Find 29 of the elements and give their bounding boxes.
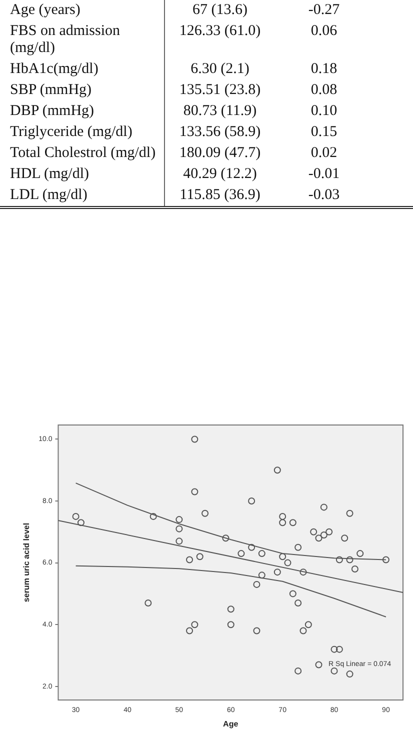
text: 0.10	[310, 102, 338, 121]
text: 0.06	[310, 22, 338, 41]
text: 0.02	[310, 144, 338, 163]
y-axis-title: serum uric acid level	[22, 522, 32, 602]
text: FBS on admission (mg/dl)	[0, 21, 164, 59]
text: -0.27	[307, 1, 341, 20]
text: Triglyceride (mg/dl)	[0, 122, 164, 143]
text: SBP (mmHg)	[0, 80, 164, 101]
text: 180.09 (47.7)	[178, 144, 262, 163]
x-axis-title: Age	[223, 719, 239, 728]
text: 80.73 (11.9)	[182, 102, 258, 121]
text: 135.51 (23.8)	[178, 81, 262, 100]
text: 67 (13.6)	[192, 1, 248, 20]
text: 0.08	[310, 81, 338, 100]
text: Total Cholestrol (mg/dl)	[0, 143, 164, 164]
text: LDL (mg/dl)	[0, 185, 164, 208]
text: 126.33 (61.0)	[178, 22, 262, 41]
text: 0.18	[310, 60, 338, 79]
text: 40.29 (12.2)	[182, 165, 258, 184]
text: DBP (mmHg)	[0, 101, 164, 122]
text: 133.56 (58.9)	[178, 123, 262, 142]
text: 0.15	[310, 123, 338, 142]
text: -0.03	[275, 185, 413, 208]
text: HDL (mg/dl)	[0, 164, 164, 185]
text: HbA1c(mg/dl)	[0, 59, 164, 80]
text: 115.85 (36.9)	[164, 185, 275, 208]
text: 6.30 (2.1)	[190, 60, 250, 79]
text: Age (years)	[0, 0, 164, 21]
text: -0.01	[307, 165, 341, 184]
